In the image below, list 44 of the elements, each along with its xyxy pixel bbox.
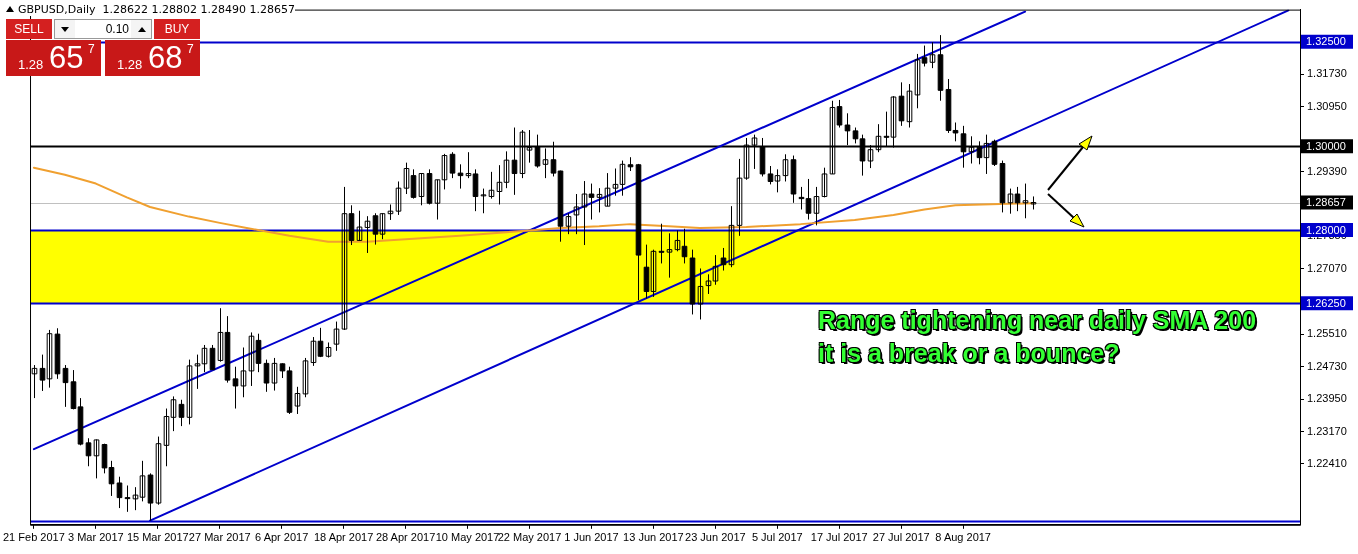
x-tick-label: 6 Apr 2017 — [255, 531, 309, 544]
annotation: 7 — [187, 42, 194, 56]
x-tick-label: 17 Jul 2017 — [810, 531, 868, 544]
x-tick-label: 27 Jul 2017 — [872, 531, 930, 544]
ref-line-label: 1.32500 — [1306, 35, 1346, 48]
ref-line-label: 1.28000 — [1306, 223, 1346, 236]
annotation: 68 — [148, 40, 183, 76]
x-tick-label: 3 Mar 2017 — [68, 531, 124, 544]
y-tick-label: 1.23170 — [1307, 424, 1347, 437]
x-tick-label: 10 May 2017 — [435, 531, 500, 544]
y-tick-label: 1.27070 — [1307, 261, 1347, 274]
x-tick-label: 28 Apr 2017 — [375, 531, 436, 544]
annotation: 0.10 — [75, 20, 131, 38]
ref-line-label: 1.28657 — [1306, 196, 1346, 209]
y-tick-label: 1.25510 — [1307, 327, 1347, 340]
annotation: 1.28 — [117, 57, 143, 72]
y-tick-label: 1.22410 — [1307, 456, 1347, 469]
x-tick-label: 27 Mar 2017 — [188, 531, 251, 544]
x-tick-label: 23 Jun 2017 — [685, 531, 746, 544]
x-tick-label: 22 May 2017 — [497, 531, 562, 544]
x-tick-label: 5 Jul 2017 — [751, 531, 803, 544]
chart-subtitle: 1.28622 1.28802 1.28490 1.28657 — [102, 3, 295, 16]
x-tick-label: 18 Apr 2017 — [313, 531, 374, 544]
y-tick-label: 1.29390 — [1307, 164, 1347, 177]
buy-button: BUY — [154, 19, 200, 39]
ref-line-label: 1.26250 — [1306, 296, 1346, 309]
lot-size-field: 0.10 — [54, 19, 152, 39]
x-tick-label: 8 Aug 2017 — [935, 531, 991, 544]
x-tick-label: 15 Mar 2017 — [126, 531, 189, 544]
annotation: 65 — [49, 40, 84, 76]
chart-title: GBPUSD,Daily — [18, 3, 96, 16]
ref-line-label: 1.30000 — [1306, 139, 1346, 152]
x-tick-label: 1 Jun 2017 — [564, 531, 619, 544]
annotation: Range tightening near daily SMA 200 — [818, 305, 1257, 336]
annotation: 7 — [88, 42, 95, 56]
annotation: 1.28 — [18, 57, 44, 72]
x-tick-label: 13 Jun 2017 — [623, 531, 684, 544]
x-tick-label: 21 Feb 2017 — [3, 531, 65, 544]
y-tick-label: 1.31730 — [1307, 67, 1347, 80]
y-tick-label: 1.23950 — [1307, 392, 1347, 405]
sell-button: SELL — [6, 19, 52, 39]
y-tick-label: 1.30950 — [1307, 99, 1347, 112]
y-tick-label: 1.24730 — [1307, 359, 1347, 372]
annotation: it is a break or a bounce? — [818, 338, 1121, 369]
